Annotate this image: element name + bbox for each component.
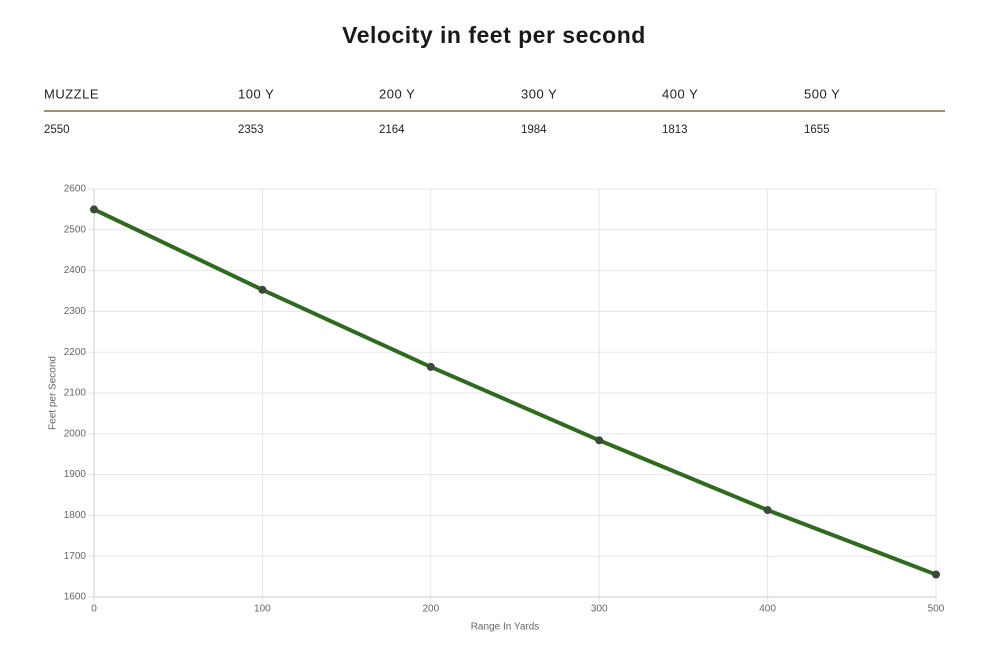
y-tick-label: 2000: [64, 428, 87, 439]
data-point: [932, 570, 940, 579]
table-header: 100 Y: [238, 86, 274, 101]
y-tick-label: 1800: [64, 510, 87, 521]
table-cell: 2164: [379, 124, 405, 136]
table-cell: 1984: [521, 124, 547, 136]
table-header: MUZZLE: [44, 86, 99, 101]
y-tick-label: 1600: [64, 592, 87, 603]
page-title: Velocity in feet per second: [342, 22, 646, 48]
y-tick-label: 1700: [64, 551, 87, 562]
y-tick-label: 2500: [64, 224, 87, 235]
y-axis-title: Feet per Second: [48, 356, 59, 430]
data-point: [90, 205, 98, 214]
x-tick-label: 500: [928, 604, 945, 615]
table-cell: 1813: [662, 124, 688, 136]
y-tick-label: 1900: [64, 469, 87, 480]
table-header: 500 Y: [804, 86, 840, 101]
table-header: 300 Y: [521, 86, 557, 101]
y-tick-label: 2300: [64, 306, 87, 317]
data-point: [595, 436, 604, 445]
x-tick-label: 200: [422, 604, 439, 615]
x-tick-label: 0: [91, 604, 97, 615]
x-tick-label: 100: [254, 604, 271, 615]
data-point: [426, 362, 435, 371]
data-point: [763, 506, 772, 515]
data-point: [258, 285, 267, 294]
y-tick-label: 2400: [64, 265, 87, 276]
x-tick-label: 300: [591, 604, 608, 615]
x-tick-label: 400: [759, 604, 776, 615]
table-cell: 1655: [804, 124, 830, 136]
table-cell: 2353: [238, 124, 264, 136]
table-header: 400 Y: [662, 86, 698, 101]
y-tick-label: 2100: [64, 388, 87, 399]
y-tick-label: 2200: [64, 347, 87, 358]
y-tick-label: 2600: [64, 184, 87, 195]
table-header: 200 Y: [379, 86, 415, 101]
series-line: [93, 207, 937, 577]
table-cell: 2550: [44, 124, 70, 136]
x-axis-title: Range In Yards: [471, 622, 540, 633]
